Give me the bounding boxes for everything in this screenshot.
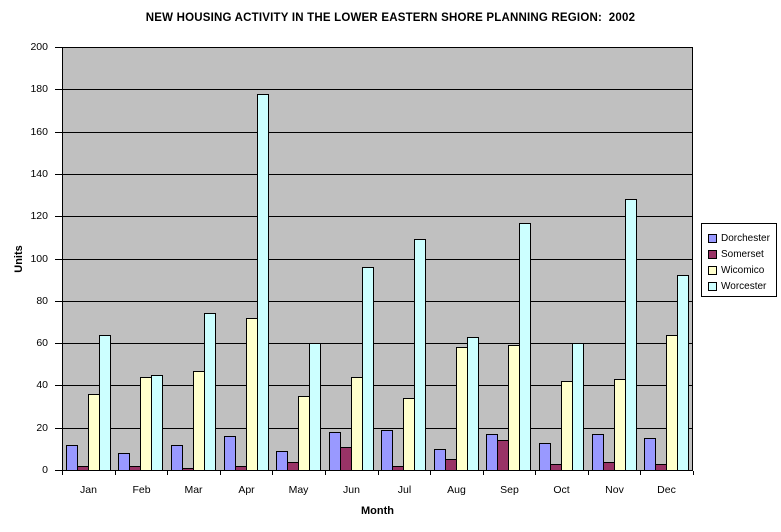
y-tick-label: 60 <box>36 337 48 349</box>
y-tick-label: 20 <box>36 422 48 434</box>
y-tick-label: 180 <box>30 83 48 95</box>
bar-worcester-nov <box>625 199 637 471</box>
x-tick <box>115 471 116 475</box>
legend-label-dorchester: Dorchester <box>721 232 770 244</box>
x-tick <box>378 471 379 475</box>
x-tick <box>220 471 221 475</box>
x-axis-title: Month <box>361 505 394 517</box>
x-tick <box>272 471 273 475</box>
x-category-label-may: May <box>288 484 309 496</box>
y-tick-label: 140 <box>30 168 48 180</box>
x-category-label-nov: Nov <box>605 484 624 496</box>
y-tick-label: 100 <box>30 253 48 265</box>
legend-swatch-somerset <box>708 249 717 259</box>
bar-worcester-apr <box>257 94 269 471</box>
x-category-label-jun: Jun <box>343 484 360 496</box>
y-tick-label: 0 <box>42 464 48 476</box>
x-category-label-sep: Sep <box>500 484 519 496</box>
bar-worcester-oct <box>572 343 584 471</box>
x-category-label-mar: Mar <box>184 484 203 496</box>
x-tick <box>62 471 63 475</box>
y-tick-0 <box>55 470 62 471</box>
bar-dorchester-jan <box>66 445 78 471</box>
legend-item-wicomico: Wicomico <box>708 262 776 278</box>
y-tick-20 <box>55 428 62 429</box>
bar-worcester-sep <box>519 223 531 471</box>
legend-label-somerset: Somerset <box>721 248 764 260</box>
y-tick-80 <box>55 301 62 302</box>
y-tick-label: 40 <box>36 379 48 391</box>
x-tick <box>693 471 694 475</box>
gridline-20 <box>62 428 693 429</box>
bar-worcester-jul <box>414 239 426 471</box>
x-category-label-dec: Dec <box>657 484 676 496</box>
bar-dorchester-jul <box>381 430 393 471</box>
legend: Dorchester Somerset Wicomico Worcester <box>701 223 777 297</box>
gridline-160 <box>62 132 693 133</box>
x-tick <box>640 471 641 475</box>
bar-dorchester-nov <box>592 434 604 471</box>
legend-item-dorchester: Dorchester <box>708 230 776 246</box>
y-tick-label: 120 <box>30 210 48 222</box>
gridline-40 <box>62 385 693 386</box>
gridline-180 <box>62 89 693 90</box>
y-tick-40 <box>55 385 62 386</box>
gridline-120 <box>62 216 693 217</box>
gridline-60 <box>62 343 693 344</box>
y-tick-label: 160 <box>30 126 48 138</box>
y-tick-100 <box>55 259 62 260</box>
x-tick <box>167 471 168 475</box>
bar-worcester-mar <box>204 313 216 471</box>
y-tick-label: 80 <box>36 295 48 307</box>
legend-label-wicomico: Wicomico <box>721 264 765 276</box>
bar-dorchester-oct <box>539 443 551 471</box>
legend-item-worcester: Worcester <box>708 278 776 294</box>
y-tick-60 <box>55 343 62 344</box>
bar-worcester-jan <box>99 335 111 471</box>
x-category-label-aug: Aug <box>447 484 466 496</box>
legend-swatch-worcester <box>708 281 717 291</box>
gridline-100 <box>62 259 693 260</box>
x-category-label-oct: Oct <box>553 484 570 496</box>
bar-dorchester-may <box>276 451 288 471</box>
y-tick-label: 200 <box>30 41 48 53</box>
x-tick <box>430 471 431 475</box>
legend-swatch-wicomico <box>708 265 717 275</box>
x-category-label-apr: Apr <box>238 484 255 496</box>
bar-dorchester-feb <box>118 453 130 471</box>
bar-dorchester-dec <box>644 438 656 471</box>
y-tick-160 <box>55 132 62 133</box>
bar-worcester-may <box>309 343 321 471</box>
y-tick-200 <box>55 47 62 48</box>
x-tick <box>588 471 589 475</box>
bar-worcester-aug <box>467 337 479 471</box>
bar-worcester-feb <box>151 375 163 471</box>
bar-worcester-jun <box>362 267 374 471</box>
legend-item-somerset: Somerset <box>708 246 776 262</box>
x-tick <box>325 471 326 475</box>
gridline-80 <box>62 301 693 302</box>
gridline-140 <box>62 174 693 175</box>
y-tick-120 <box>55 216 62 217</box>
x-category-label-jul: Jul <box>397 484 412 496</box>
y-tick-180 <box>55 89 62 90</box>
legend-swatch-dorchester <box>708 233 717 243</box>
bar-dorchester-mar <box>171 445 183 471</box>
x-category-label-jan: Jan <box>80 484 97 496</box>
chart-title: NEW HOUSING ACTIVITY IN THE LOWER EASTER… <box>145 12 636 24</box>
bar-dorchester-apr <box>224 436 236 471</box>
x-category-label-feb: Feb <box>132 484 151 496</box>
x-tick <box>483 471 484 475</box>
x-tick <box>535 471 536 475</box>
legend-label-worcester: Worcester <box>721 280 767 292</box>
bar-worcester-dec <box>677 275 689 471</box>
y-tick-140 <box>55 174 62 175</box>
